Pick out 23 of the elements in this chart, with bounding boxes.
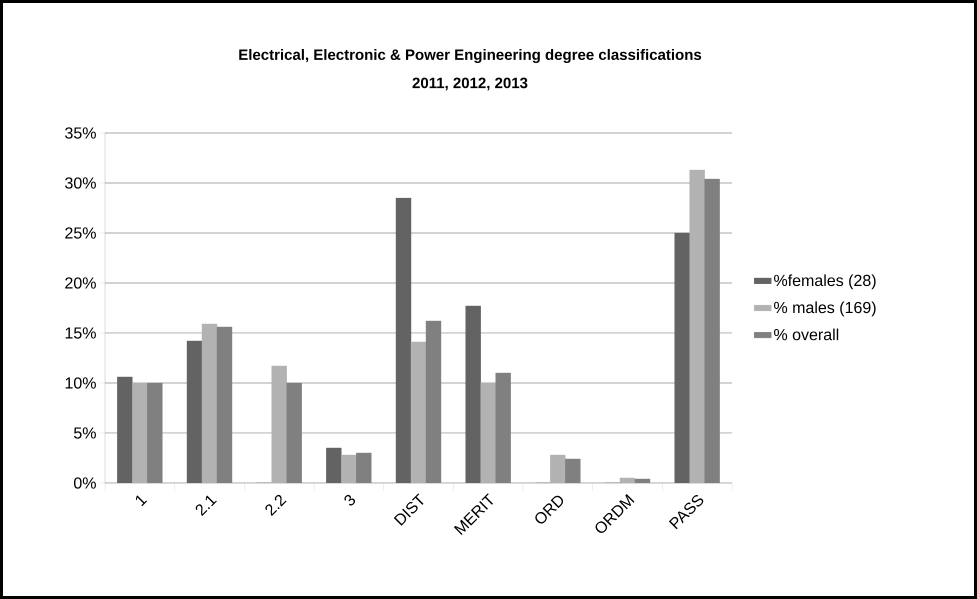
y-tick-label: 10% xyxy=(66,377,96,389)
y-tick-label: 5% xyxy=(74,427,96,439)
y-tick-label: 15% xyxy=(66,327,96,339)
x-tick-label: 2.2 xyxy=(265,494,287,516)
legend-label: %females (28) xyxy=(774,274,876,290)
x-tick-label: 1 xyxy=(136,495,148,506)
y-tick-label: 25% xyxy=(65,227,96,239)
bar xyxy=(396,198,412,483)
legend-label: % overall xyxy=(774,328,838,340)
x-tick-label: 2.1 xyxy=(196,496,217,516)
y-tick-label: 30% xyxy=(65,177,96,189)
y-tick-label: 35% xyxy=(65,127,96,139)
x-tick-label: 3 xyxy=(344,494,356,506)
bar xyxy=(186,340,202,483)
chart-title: Electrical, Electronic & Power Engineering degree classifications xyxy=(239,48,702,64)
legend-label: % males (169) xyxy=(774,301,876,316)
bar xyxy=(117,376,133,483)
y-tick-label: 0% xyxy=(74,477,96,489)
bar xyxy=(326,448,342,483)
y-tick-label: 20% xyxy=(65,277,96,289)
bar xyxy=(465,306,481,483)
chart-subtitle: 2011, 2012, 2013 xyxy=(412,78,528,90)
bar xyxy=(674,232,690,483)
